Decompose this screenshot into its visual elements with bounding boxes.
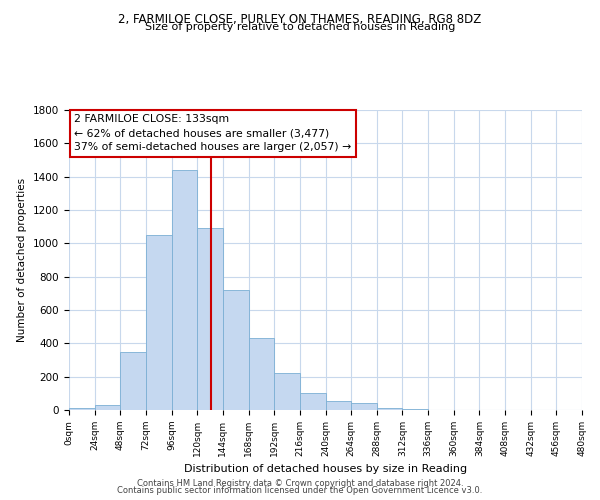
Text: 2 FARMILOE CLOSE: 133sqm
← 62% of detached houses are smaller (3,477)
37% of sem: 2 FARMILOE CLOSE: 133sqm ← 62% of detach… xyxy=(74,114,352,152)
Text: Contains public sector information licensed under the Open Government Licence v3: Contains public sector information licen… xyxy=(118,486,482,495)
Bar xyxy=(69,408,95,410)
Bar xyxy=(403,409,428,410)
Bar xyxy=(121,352,146,410)
Bar xyxy=(146,235,172,410)
X-axis label: Distribution of detached houses by size in Reading: Distribution of detached houses by size … xyxy=(184,464,467,474)
Bar xyxy=(223,290,248,410)
Bar xyxy=(351,404,377,410)
Bar xyxy=(172,170,197,410)
Bar xyxy=(248,338,274,410)
Bar xyxy=(197,228,223,410)
Text: Size of property relative to detached houses in Reading: Size of property relative to detached ho… xyxy=(145,22,455,32)
Bar xyxy=(377,408,403,410)
Text: Contains HM Land Registry data © Crown copyright and database right 2024.: Contains HM Land Registry data © Crown c… xyxy=(137,478,463,488)
Y-axis label: Number of detached properties: Number of detached properties xyxy=(17,178,28,342)
Bar xyxy=(274,374,300,410)
Text: 2, FARMILOE CLOSE, PURLEY ON THAMES, READING, RG8 8DZ: 2, FARMILOE CLOSE, PURLEY ON THAMES, REA… xyxy=(118,12,482,26)
Bar xyxy=(300,392,325,410)
Bar xyxy=(95,405,121,410)
Bar xyxy=(325,401,351,410)
